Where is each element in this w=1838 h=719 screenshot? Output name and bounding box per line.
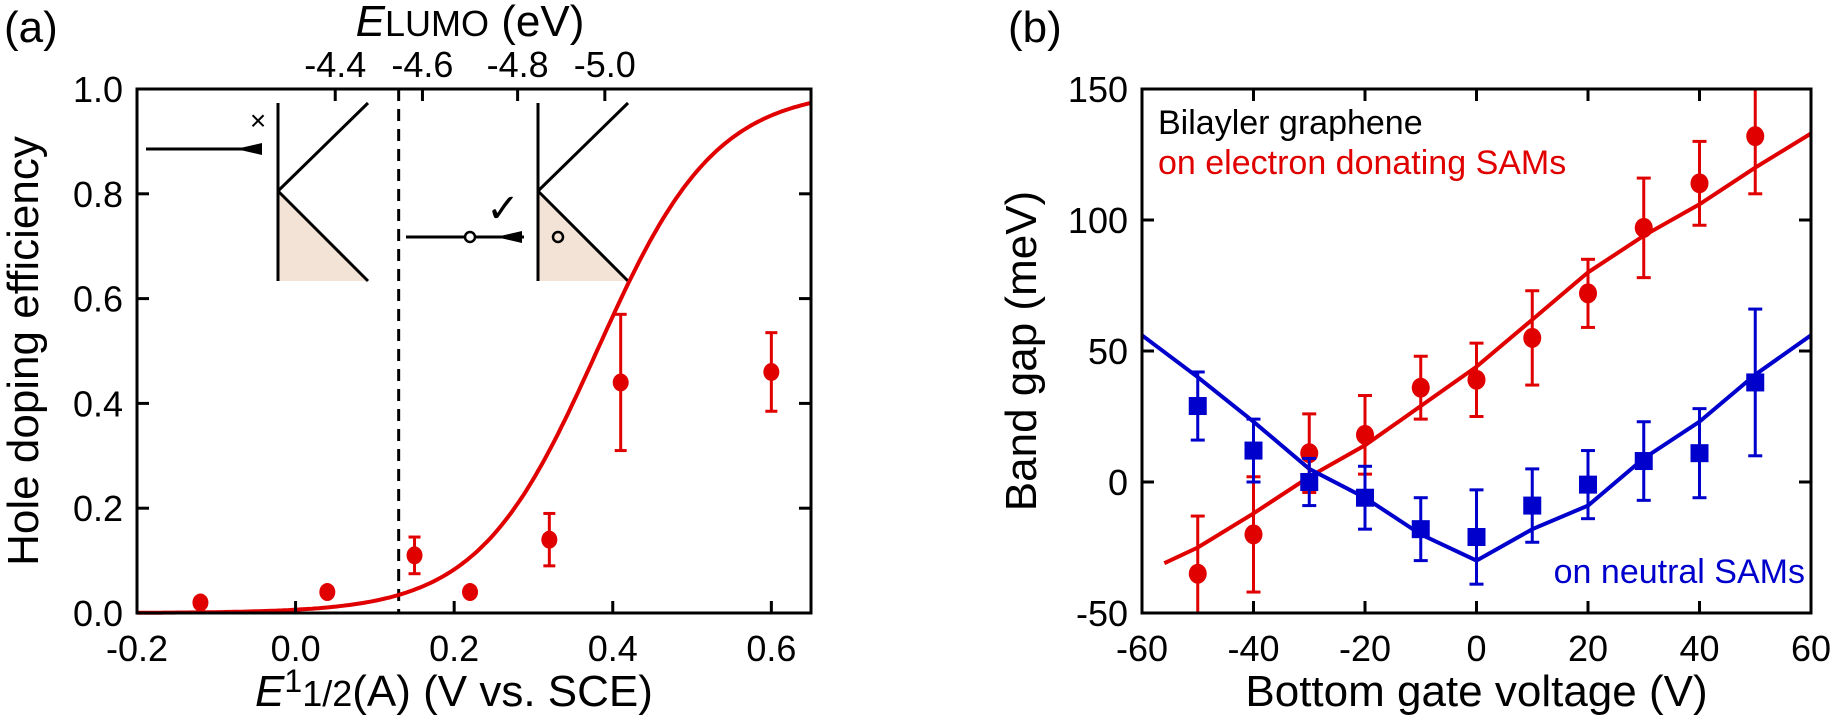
data-point-circle	[1411, 377, 1430, 398]
data-point-square	[1467, 528, 1486, 547]
panel-a: (a) ×✓ -0.2 0.0 0.2 0.4 0.60.00.20.40.60.81.…	[0, 0, 813, 716]
top-x-tick-label-a: -4.8	[487, 44, 549, 85]
data-point-square	[1411, 520, 1430, 539]
top-label-italic: E	[356, 0, 386, 46]
plot-frame-a	[135, 87, 813, 615]
data-point-circle	[1356, 424, 1374, 445]
data-point-square	[1356, 488, 1374, 507]
x-tick-label-a: 0.2	[429, 628, 479, 669]
top-label-sub: LUMO	[385, 3, 489, 44]
legend-title: Bilayler graphene	[1158, 104, 1423, 142]
data-points-a	[192, 312, 780, 612]
valence-band	[536, 189, 630, 283]
sigmoid-fit-line	[137, 100, 812, 615]
x-tick-label-b: 20	[1568, 628, 1608, 669]
x-tick-label-a: 0.0	[271, 628, 321, 669]
y-tick-label-a: 0.4	[73, 383, 123, 424]
data-point-circle	[1746, 126, 1765, 147]
x-tick-label-b: -20	[1339, 628, 1391, 669]
data-point	[462, 583, 479, 602]
data-point-circle	[1188, 563, 1207, 584]
valence-band	[276, 189, 370, 283]
arrow-head-blocked-icon	[236, 143, 262, 155]
legend-electron-donating: on electron donating SAMs	[1158, 144, 1566, 182]
y-tick-label-a: 0.6	[73, 279, 123, 320]
y-tick-label-b: 150	[1068, 69, 1128, 110]
check-mark-icon: ✓	[486, 186, 520, 232]
data-point-square	[1300, 473, 1319, 491]
y-tick-label-b: 0	[1108, 462, 1128, 503]
band-diagrams: ×✓	[146, 101, 630, 283]
data-point	[192, 593, 209, 612]
x-axis-label-a: E11/2(A) (V vs. SCE)	[255, 663, 653, 716]
x-label-rest: (A) (V vs. SCE)	[352, 667, 653, 716]
conduction-band	[536, 101, 630, 193]
ticks-b: -60 -40 -20 0 20 40 60 -50 0 50 100 150	[1068, 69, 1831, 669]
conduction-band	[276, 101, 370, 193]
y-tick-label-a: 0.0	[73, 593, 123, 634]
x-tick-label-a: 0.4	[588, 628, 638, 669]
y-tick-label-a: 0.8	[73, 174, 123, 215]
x-tick-label-a: -0.2	[106, 628, 168, 669]
panel-a-label: (a)	[4, 3, 58, 52]
electron-marker	[463, 230, 477, 244]
data-point-circle	[1634, 217, 1653, 238]
x-axis-label-b: Bottom gate voltage (V)	[1245, 667, 1707, 716]
data-point	[763, 362, 780, 381]
x-label-italic: E	[255, 667, 285, 716]
data-point	[319, 583, 336, 602]
arrow-head-allowed-icon	[496, 231, 522, 243]
data-point-square	[1746, 373, 1765, 392]
data-point-square	[1523, 496, 1542, 515]
x-tick-label-b: 40	[1679, 628, 1719, 669]
data-point-square	[1244, 441, 1263, 460]
panel-b: (b) -60 -40 -20 0 20 40 60 -50 0 50 100 150 Band ga…	[997, 3, 1831, 716]
top-x-axis-label-a: ELUMO (eV)	[356, 0, 585, 46]
panel-b-label: (b)	[1008, 3, 1062, 52]
data-point-square	[1634, 452, 1653, 471]
legend-neutral: on neutral SAMs	[1554, 553, 1805, 591]
ticks-a: -0.2 0.0 0.2 0.4 0.60.00.20.40.60.81.0-4.4 -4…	[73, 44, 811, 669]
x-tick-label-b: 0	[1466, 628, 1486, 669]
y-axis-label-a: Hole doping efficiency	[0, 136, 48, 566]
x-tick-label-b: -40	[1227, 628, 1279, 669]
data-point-square	[1690, 444, 1709, 463]
y-tick-label-a: 0.2	[73, 488, 123, 529]
data-points-b	[1188, 89, 1765, 613]
data-point-circle	[1467, 369, 1486, 390]
top-x-tick-label-a: -5.0	[574, 44, 636, 85]
fit-line-electron-donating	[1163, 131, 1813, 566]
data-point-circle	[1244, 524, 1263, 545]
y-tick-label-b: 50	[1088, 331, 1128, 372]
data-point-circle	[1690, 173, 1709, 194]
data-point-circle	[1579, 283, 1597, 304]
data-point	[612, 373, 629, 392]
data-point-square	[1188, 397, 1207, 416]
y-axis-label-b: Band gap (meV)	[997, 191, 1046, 511]
x-label-sub: 1/2	[302, 673, 352, 714]
data-point-circle	[1523, 327, 1542, 348]
x-label-sup: 1	[284, 663, 302, 699]
y-tick-label-b: -50	[1076, 593, 1128, 634]
data-point	[541, 530, 558, 549]
x-tick-label-b: -60	[1116, 628, 1168, 669]
top-x-tick-label-a: -4.4	[304, 44, 366, 85]
x-tick-label-a: 0.6	[746, 628, 796, 669]
data-point-square	[1579, 475, 1597, 494]
top-label-rest: (eV)	[489, 0, 584, 46]
y-tick-label-b: 100	[1068, 200, 1128, 241]
top-x-tick-label-a: -4.6	[391, 44, 453, 85]
y-tick-label-a: 1.0	[73, 69, 123, 110]
x-tick-label-b: 60	[1791, 628, 1831, 669]
hole-marker	[551, 230, 565, 244]
blocked-x-icon: ×	[250, 105, 266, 136]
data-point	[406, 546, 423, 565]
